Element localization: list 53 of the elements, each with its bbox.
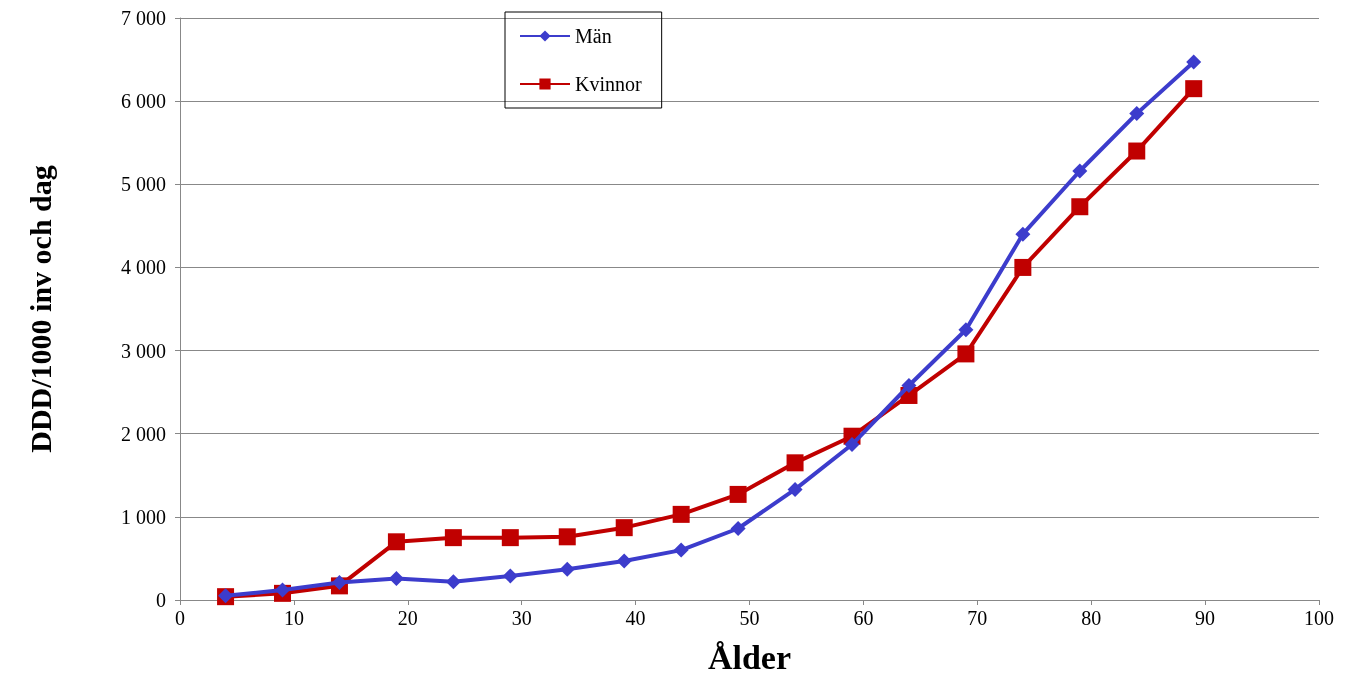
point: [331, 575, 347, 591]
y-tick-label: 1 000: [121, 505, 166, 528]
point: [958, 322, 974, 338]
point: [275, 582, 291, 598]
y-tick-label: 6 000: [121, 90, 166, 113]
x-tick-label: 0: [175, 607, 185, 629]
point: [445, 574, 461, 590]
point: [787, 481, 803, 497]
point: [502, 568, 518, 584]
y-tick-label: 7 000: [121, 7, 166, 29]
point: [501, 529, 519, 547]
point: [673, 542, 689, 558]
x-tick-label: 100: [1304, 607, 1334, 629]
point: [1186, 54, 1202, 70]
point: [1072, 163, 1088, 179]
x-tick-label: 30: [511, 607, 532, 629]
point: [729, 485, 747, 503]
point: [616, 553, 632, 569]
point: [786, 454, 804, 472]
x-tick-label: 40: [625, 607, 646, 629]
point: [844, 437, 860, 453]
legend-label: Kvinnor: [575, 73, 642, 95]
x-tick-label: 10: [283, 607, 304, 629]
point: [1185, 80, 1203, 98]
y-tick-label: 4 000: [121, 256, 166, 279]
point: [444, 529, 462, 547]
point: [388, 570, 404, 586]
point: [1129, 106, 1145, 122]
point: [957, 345, 975, 363]
x-tick-label: 90: [1195, 607, 1216, 629]
point: [1014, 258, 1032, 276]
legend-label: Män: [575, 25, 612, 47]
point: [901, 377, 917, 393]
x-tick-label: 80: [1081, 607, 1102, 629]
point: [559, 561, 575, 577]
x-tick-label: 70: [967, 607, 988, 629]
point: [730, 521, 746, 536]
point: [558, 528, 576, 546]
y-tick-label: 2 000: [121, 422, 166, 445]
point: [615, 519, 633, 537]
y-tick-label: 5 000: [121, 173, 166, 196]
y-tick-label: 0: [156, 589, 166, 611]
x-tick-label: 20: [397, 607, 418, 629]
x-tick-label: 50: [739, 607, 760, 629]
x-tick-label: 60: [853, 607, 874, 629]
y-axis-title: DDD/1000 inv och dag: [23, 165, 57, 453]
point: [1015, 226, 1031, 242]
point: [1071, 198, 1089, 216]
y-tick-label: 3 000: [121, 339, 166, 362]
point: [387, 533, 405, 551]
point: [1128, 142, 1146, 160]
x-axis-title: Ålder: [707, 638, 792, 676]
point: [672, 505, 690, 523]
